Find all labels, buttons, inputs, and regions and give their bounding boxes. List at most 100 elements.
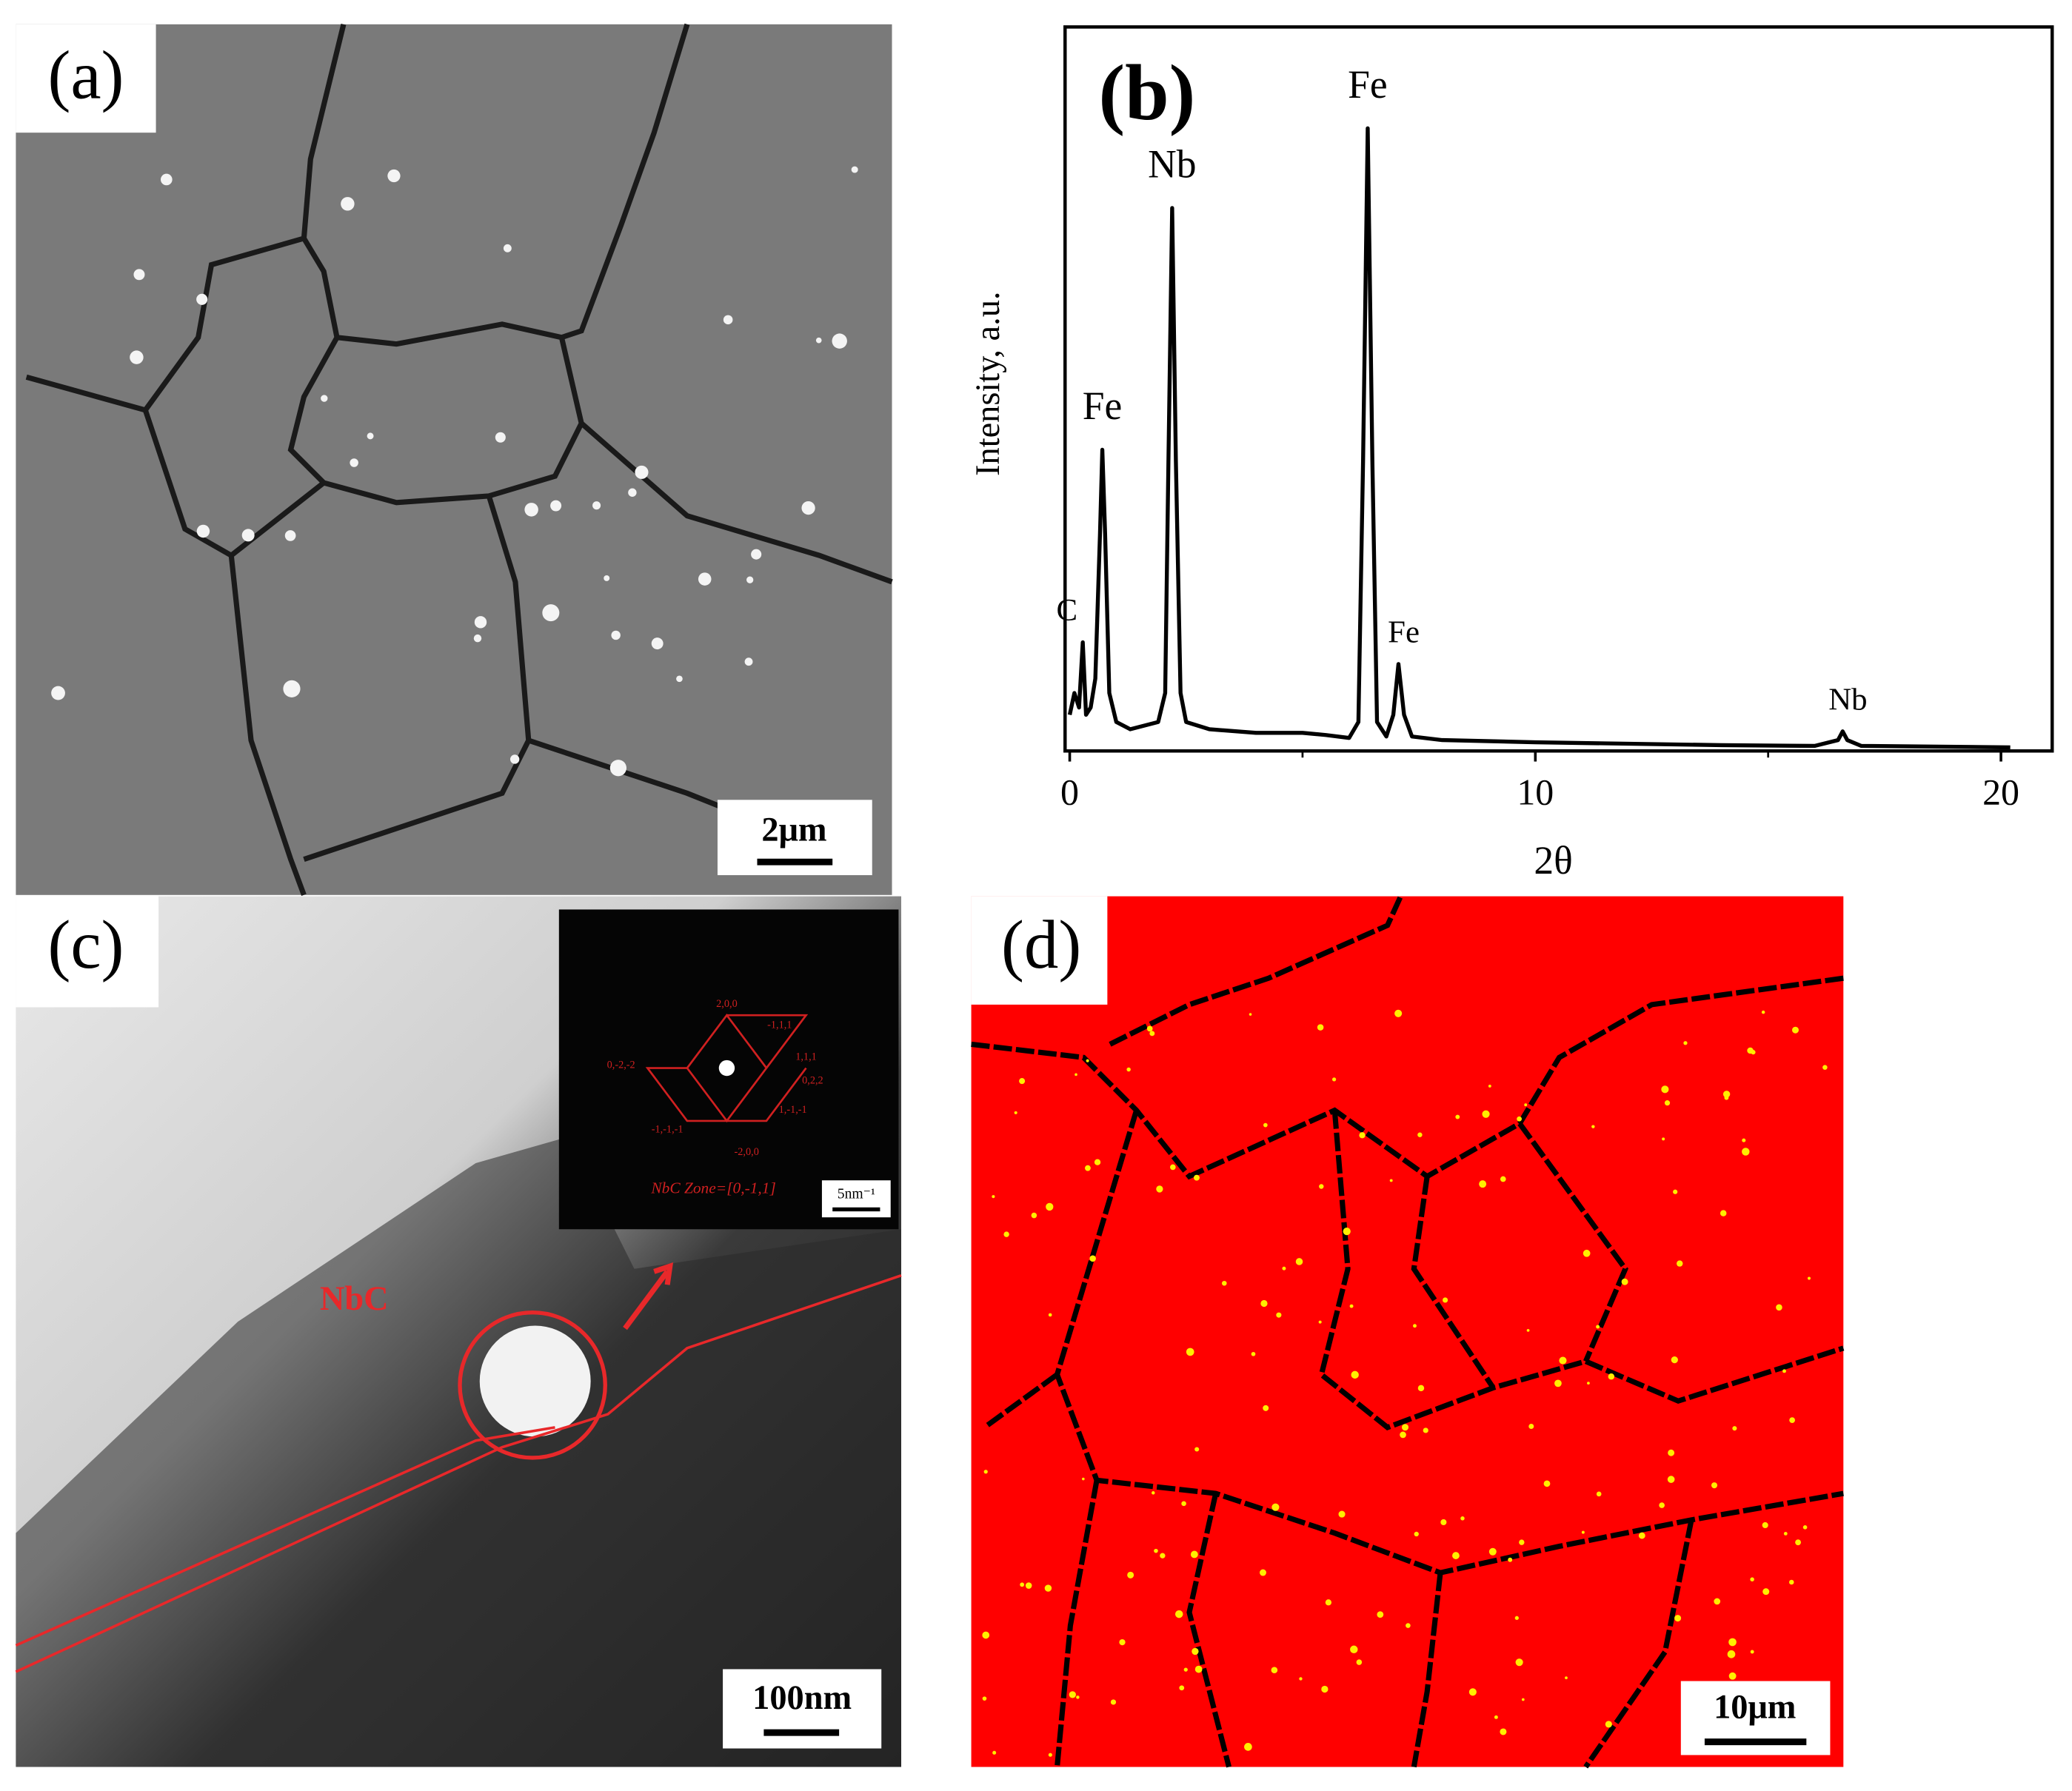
particle — [1094, 1159, 1101, 1165]
particle — [1711, 1482, 1718, 1489]
particle — [1727, 1650, 1736, 1658]
boundary — [561, 23, 690, 341]
particle — [744, 657, 753, 666]
panel-c: NbC 2,0,0 -1,1,1 1,1,1 0,-2,-2 0,2,2 -1,-1,-1… — [15, 896, 902, 1767]
particle — [1400, 1431, 1406, 1439]
spot-label: 1,-1,-1 — [779, 1104, 807, 1116]
boundary — [983, 1122, 1694, 1769]
particle — [1081, 1477, 1085, 1481]
particle — [1488, 1547, 1497, 1556]
particle — [1789, 1417, 1795, 1424]
particle — [479, 1325, 591, 1437]
particle — [1406, 1623, 1411, 1628]
particle — [1683, 1041, 1688, 1045]
particle — [1271, 1667, 1278, 1674]
particle — [751, 549, 762, 560]
particle — [832, 333, 847, 349]
particle — [1179, 1685, 1185, 1691]
boundary — [971, 895, 1844, 1180]
boundary — [1318, 1110, 1845, 1430]
particle — [992, 1195, 995, 1199]
peak-label: Nb — [1148, 142, 1196, 187]
particle — [1414, 1531, 1419, 1537]
particle — [982, 1631, 990, 1639]
particle — [1401, 1424, 1409, 1431]
boundary — [142, 409, 307, 897]
particle — [1521, 1698, 1525, 1701]
particle — [1359, 1132, 1366, 1139]
particle — [473, 634, 482, 643]
particle — [815, 337, 822, 344]
particle — [1554, 1379, 1562, 1387]
x-axis-label: 2θ — [1534, 838, 1572, 883]
particle — [1149, 1031, 1155, 1037]
panel-label: (b) — [1098, 50, 1195, 137]
particle — [1807, 1276, 1811, 1280]
particle — [1728, 1638, 1737, 1647]
particle — [746, 576, 754, 583]
particle — [1423, 1427, 1428, 1433]
particle — [723, 315, 733, 325]
particle — [698, 572, 712, 586]
particle — [1543, 1480, 1551, 1487]
particle — [1508, 1557, 1513, 1562]
particle — [1044, 1584, 1052, 1592]
particle — [628, 488, 637, 497]
particle — [1782, 1369, 1786, 1373]
particle — [1343, 1227, 1351, 1236]
particle — [1048, 1313, 1052, 1317]
lattice — [645, 1013, 809, 1123]
particle — [1251, 1351, 1256, 1356]
particle — [1559, 1356, 1567, 1365]
particle — [1443, 1297, 1448, 1303]
particle — [1193, 1174, 1200, 1181]
spot-label: 2,0,0 — [716, 998, 738, 1010]
particle — [1110, 1699, 1117, 1705]
particle — [1608, 1373, 1615, 1380]
particle — [1331, 1077, 1337, 1082]
particle — [1583, 1249, 1591, 1257]
particle — [1526, 1328, 1530, 1332]
particle — [321, 395, 328, 402]
particle — [1321, 1685, 1329, 1693]
particle — [1638, 1532, 1645, 1539]
particle — [1659, 1502, 1665, 1508]
particle — [609, 760, 627, 777]
boundary-line — [15, 1274, 902, 1673]
particle — [1317, 1024, 1324, 1031]
particle — [1417, 1385, 1425, 1392]
spectrum-line — [1067, 126, 2011, 750]
particle — [1146, 1025, 1153, 1032]
particle — [1160, 1553, 1166, 1559]
spot-label: 0,2,2 — [802, 1075, 823, 1087]
particle — [1519, 1539, 1525, 1545]
panel-a: (a) 2μm — [16, 23, 893, 897]
x-tick-label: 0 — [1060, 771, 1079, 812]
sem-image — [16, 24, 892, 895]
particle — [1514, 1616, 1519, 1620]
particle — [1048, 1752, 1052, 1757]
particle — [1126, 1067, 1131, 1072]
particle — [1263, 1122, 1268, 1128]
particle — [51, 686, 65, 700]
particle — [1742, 1138, 1746, 1142]
particle — [1190, 1550, 1198, 1559]
particle — [611, 630, 621, 640]
particle — [1127, 1571, 1134, 1579]
particle — [161, 173, 173, 186]
particle — [676, 675, 683, 683]
particle — [1762, 1521, 1768, 1529]
peak-label: Fe — [1348, 62, 1388, 107]
panel-label: (c) — [47, 907, 124, 983]
particle — [1025, 1582, 1032, 1589]
particle — [604, 575, 610, 581]
particle — [196, 524, 210, 538]
particle — [1181, 1501, 1186, 1507]
particle — [1524, 1103, 1528, 1107]
particle — [1596, 1491, 1602, 1497]
particle — [1494, 1715, 1498, 1719]
particle — [1046, 1202, 1054, 1211]
particle — [341, 197, 355, 211]
peak-label: Fe — [1388, 615, 1420, 650]
